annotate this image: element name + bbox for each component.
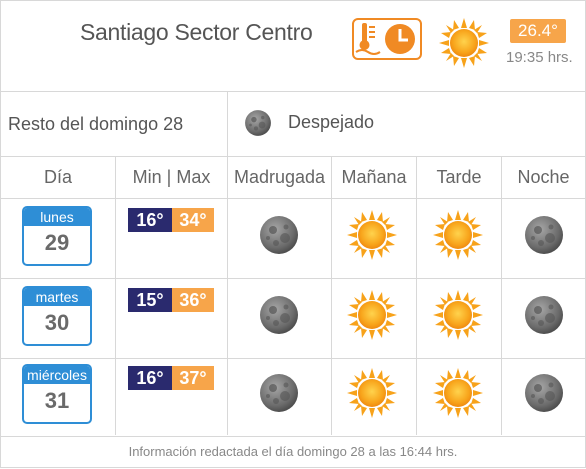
- moon-icon: [519, 210, 569, 260]
- rest-of-day-condition: Despejado: [288, 112, 375, 132]
- sun-icon: [347, 290, 397, 340]
- weekday-label: martes: [24, 288, 90, 306]
- location-title: Santiago Sector Centro: [80, 19, 313, 45]
- divider: [115, 157, 116, 435]
- moon-icon: [254, 368, 304, 418]
- current-temperature: 26.4°: [510, 19, 566, 43]
- min-temp: 16°: [128, 366, 172, 390]
- divider: [501, 157, 502, 435]
- min-temp: 15°: [128, 288, 172, 312]
- weekday-label: lunes: [24, 208, 90, 226]
- table-row: miércoles 31 16° 37°: [1, 357, 585, 437]
- date-number: 30: [44, 310, 70, 335]
- max-temp: 37°: [172, 366, 214, 390]
- divider: [416, 157, 417, 435]
- moon-icon: [254, 290, 304, 340]
- calendar-icon: lunes 29: [22, 206, 92, 266]
- moon-icon: [254, 210, 304, 260]
- divider: [331, 157, 332, 435]
- min-max-temps: 16° 37°: [128, 366, 214, 390]
- max-temp: 34°: [172, 208, 214, 232]
- column-header-min-max: Min | Max: [132, 167, 211, 187]
- min-max-temps: 16° 34°: [128, 208, 214, 232]
- rest-of-day-label: Resto del domingo 28: [8, 114, 184, 134]
- divider: [227, 92, 228, 156]
- min-max-temps: 15° 36°: [128, 288, 214, 312]
- calendar-icon: miércoles 31: [22, 364, 92, 424]
- table-row: lunes 29 16° 34°: [1, 199, 585, 279]
- table-row: martes 30 15° 36°: [1, 279, 585, 359]
- sun-icon: [433, 368, 483, 418]
- moon-icon: [519, 290, 569, 340]
- table-header: Día Min | Max Madrugada Mañana Tarde Noc…: [1, 157, 585, 199]
- sun-icon: [347, 210, 397, 260]
- thermometer-clock-icon: [352, 18, 422, 60]
- weekday-label: miércoles: [24, 366, 90, 384]
- column-header-dia: Día: [43, 167, 72, 187]
- column-header-tarde: Tarde: [436, 167, 482, 187]
- column-header-noche: Noche: [517, 167, 570, 187]
- header: Santiago Sector Centro 26.4° 19:35 hrs.: [1, 1, 585, 92]
- moon-icon: [241, 106, 275, 140]
- sun-icon: [439, 18, 489, 68]
- sun-icon: [433, 290, 483, 340]
- max-temp: 36°: [172, 288, 214, 312]
- moon-icon: [519, 368, 569, 418]
- rest-of-day: Resto del domingo 28 Despejado: [1, 92, 585, 157]
- divider: [227, 157, 228, 435]
- sun-icon: [433, 210, 483, 260]
- calendar-icon: martes 30: [22, 286, 92, 346]
- date-number: 29: [44, 230, 70, 255]
- sun-icon: [347, 368, 397, 418]
- min-temp: 16°: [128, 208, 172, 232]
- date-number: 31: [44, 388, 70, 413]
- current-time: 19:35 hrs.: [506, 49, 573, 66]
- column-header-madrugada: Madrugada: [233, 167, 326, 187]
- footer-note: Información redactada el día domingo 28 …: [128, 444, 458, 459]
- column-header-manana: Mañana: [341, 167, 407, 187]
